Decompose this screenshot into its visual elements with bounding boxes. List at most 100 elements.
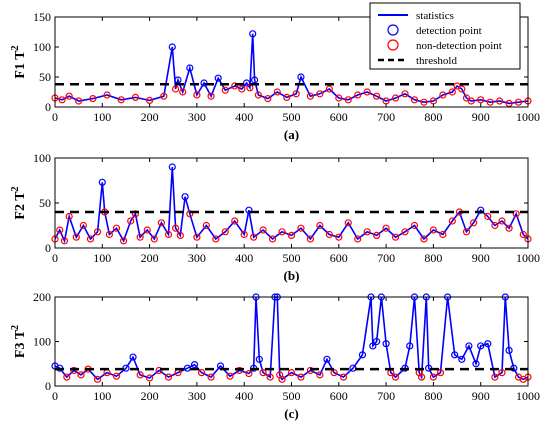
non-detection-point [410,221,419,230]
x-tick-label: 300 [188,110,206,124]
non-detection-point [297,373,305,381]
non-detection-point [354,91,362,99]
non-detection-point [436,369,445,377]
non-detection-point [498,217,506,225]
non-detection-point [429,226,437,234]
non-detection-point [231,82,239,90]
x-tick-label: 100 [93,110,111,124]
non-detection-point [77,371,85,379]
y-tick-label: 0 [45,100,51,114]
x-tick-label: 300 [188,251,206,265]
non-detection-point [354,235,362,243]
non-detection-point [486,98,494,106]
legend-circle-icon [387,24,399,36]
legend-circle-icon [387,39,399,51]
x-tick-label: 800 [424,110,442,124]
non-detection-point [246,84,254,92]
non-detection-point [484,212,492,221]
x-tick-label: 0 [52,251,58,265]
non-detection-point [519,230,527,239]
non-detection-point [514,98,523,106]
non-detection-point [259,226,267,234]
non-detection-point [477,96,485,104]
non-detection-point [278,228,286,236]
panel-2: F2 T2 [10,157,532,249]
non-detection-point [259,369,267,377]
non-detection-point [498,369,506,377]
non-detection-point [176,231,184,239]
y-tick-label: 100 [33,151,51,165]
y-axis-label-superscript: 2 [10,186,21,191]
x-tick-label: 1000 [516,389,540,403]
y-axis-label-superscript: 2 [10,325,21,330]
non-detection-point [65,212,73,221]
detection-point [323,355,331,363]
y-tick-label: 100 [33,40,51,54]
non-detection-point [491,373,499,381]
legend-label: non-detection point [416,40,502,52]
non-detection-point [439,91,447,99]
non-detection-point [467,97,475,105]
non-detection-point [207,373,215,381]
x-tick-label: 1000 [516,110,540,124]
non-detection-point [391,94,400,102]
detection-point [168,163,176,171]
detection-point [505,346,513,354]
non-detection-point [164,373,173,381]
non-detection-point [157,219,166,227]
non-detection-point [373,92,381,100]
non-detection-point [63,373,71,381]
detection-point [181,193,189,201]
non-detection-point [420,98,428,106]
non-detection-point [193,233,201,241]
legend [369,2,521,70]
non-detection-point [287,231,296,239]
non-detection-point [146,96,154,105]
non-detection-point [505,224,513,232]
non-detection-point [117,96,125,104]
non-detection-point [363,88,371,96]
non-detection-point [391,233,400,241]
detection-point [472,360,480,368]
non-detection-point [150,235,158,243]
non-detection-point [273,88,281,96]
x-tick-label: 0 [52,110,58,124]
non-detection-point [268,235,277,243]
non-detection-point [401,90,409,98]
non-detection-point [164,230,173,239]
detection-point [477,342,485,350]
panel-label: (b) [284,268,300,283]
non-detection-point [429,373,437,381]
non-detection-point [344,219,352,227]
non-detection-point [382,97,390,105]
non-detection-point [93,228,102,236]
y-tick-label: 0 [45,241,51,255]
non-detection-point [306,92,315,100]
x-tick-label: 500 [283,389,301,403]
x-tick-label: 400 [235,110,253,124]
non-detection-point [127,217,135,225]
y-tick-label: 0 [45,379,51,393]
x-tick-label: 900 [472,251,490,265]
x-tick-label: 100 [93,389,111,403]
detection-point [255,355,263,363]
non-detection-point [60,237,69,245]
non-detection-point [439,230,447,239]
x-tick-label: 400 [235,251,253,265]
non-detection-point [330,369,338,377]
x-tick-label: 200 [141,110,159,124]
detection-point [406,342,414,350]
non-detection-point [172,224,180,232]
non-detection-point [344,96,352,104]
non-detection-point [363,228,371,236]
non-detection-point [401,228,409,236]
detection-point [129,353,137,361]
detection-point [214,74,222,82]
non-detection-point [278,375,286,383]
non-detection-point [136,233,144,241]
x-tick-label: 400 [235,389,253,403]
non-detection-point [112,224,121,232]
non-detection-point [221,86,229,94]
non-detection-point [235,366,244,375]
